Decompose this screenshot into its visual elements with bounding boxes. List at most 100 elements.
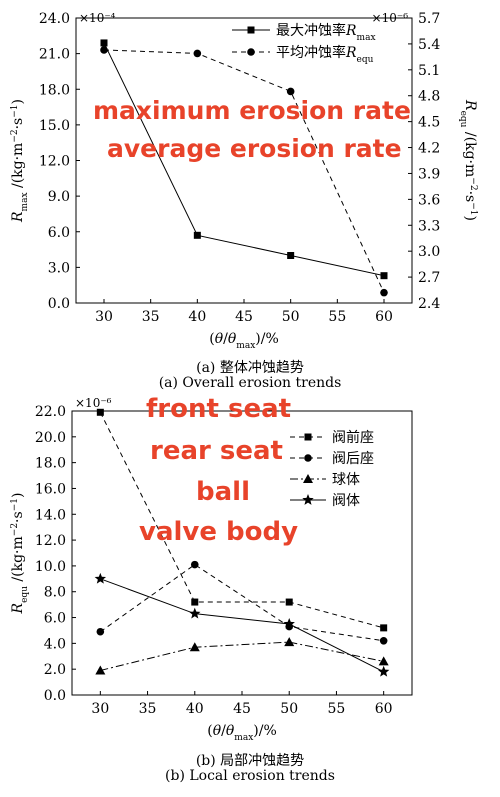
data-point-b-0-0 [96, 408, 104, 416]
yl-multiplier-a: ×10⁻⁴ [79, 11, 116, 25]
legend-label-b-0: 阀前座 [332, 429, 374, 446]
x-tick-label-b-2: 40 [186, 701, 204, 717]
data-point-b-1-0 [96, 627, 105, 636]
x-tick-label-b-5: 55 [328, 701, 346, 717]
x-tick-label-a-2: 40 [188, 309, 206, 325]
x-tick-label-a-3: 45 [235, 309, 253, 325]
yr-tick-label-a-4: 3.6 [418, 192, 440, 208]
yr-tick-label-a-2: 3.0 [418, 244, 440, 260]
legend-marker-b-0 [304, 433, 312, 441]
yr-tick-label-a-9: 5.1 [418, 63, 440, 79]
legend-label-b-1: 阀后座 [332, 451, 374, 467]
overlay-front-seat: front seat [146, 394, 292, 424]
yl-tick-label-a-0: 0.0 [48, 296, 70, 312]
data-point-b-1-1 [190, 560, 199, 569]
yl-tick-label-b-6: 12.0 [35, 533, 66, 549]
caption-b-cn: (b) 局部冲蚀趋势 [195, 753, 305, 769]
data-point-b-3-0 [94, 572, 107, 584]
x-axis-label-b: (θ/θmax)/% [207, 723, 277, 743]
x-tick-label-a-6: 60 [375, 309, 393, 325]
yl-tick-label-b-3: 6.0 [44, 611, 66, 627]
y-axis-label-right-a: Requ /(kg·m−2·s−1) [458, 99, 478, 221]
series-line-b-1 [100, 564, 384, 642]
yr-tick-label-a-1: 2.7 [418, 270, 440, 286]
yl-tick-label-b-5: 10.0 [35, 559, 66, 575]
legend-label-b-2: 球体 [332, 472, 360, 488]
yl-tick-label-b-10: 20.0 [35, 430, 66, 446]
yl-tick-label-a-2: 6.0 [48, 225, 70, 241]
data-point-b-3-2 [283, 618, 295, 629]
data-point-a-1-2 [286, 87, 295, 96]
data-point-b-2-0 [95, 665, 106, 675]
yl-multiplier-b: ×10⁻⁶ [75, 396, 112, 410]
x-tick-label-a-5: 55 [328, 309, 346, 325]
x-axis-label-a: (θ/θmax)/% [209, 331, 279, 351]
legend-marker-b-2 [303, 474, 313, 483]
legend-label-b-3: 阀体 [332, 493, 360, 509]
x-tick-label-a-1: 35 [142, 309, 160, 325]
data-point-b-2-1 [189, 642, 200, 652]
series-line-a-0 [103, 42, 385, 277]
data-point-b-3-1 [189, 607, 201, 619]
data-point-b-1-3 [379, 636, 388, 645]
data-point-b-0-3 [380, 624, 388, 632]
overlay-maximum-erosion-rate: maximum erosion rate [93, 96, 411, 125]
legend-label-a-1: 平均冲蚀率Requ [276, 44, 374, 65]
y-axis-label-b: Requ /(kg·m−2·s−1) [10, 493, 30, 615]
yr-tick-label-a-3: 3.3 [418, 218, 440, 234]
x-tick-label-b-4: 50 [280, 701, 298, 717]
caption-b-en: (b) Local erosion trends [165, 768, 335, 784]
yr-tick-label-a-6: 4.2 [418, 141, 440, 157]
yl-tick-label-b-7: 14.0 [35, 507, 66, 523]
data-point-a-1-1 [193, 49, 202, 58]
data-point-a-1-0 [100, 46, 108, 54]
data-point-b-0-1 [191, 598, 199, 606]
overlay-average-erosion-rate: average erosion rate [107, 134, 402, 163]
x-tick-label-b-0: 30 [91, 701, 109, 717]
yr-tick-label-a-5: 3.9 [418, 166, 440, 182]
caption-a-cn: (a) 整体冲蚀趋势 [196, 360, 304, 376]
yl-tick-label-b-9: 18.0 [35, 456, 66, 472]
yr-tick-label-a-0: 2.4 [418, 296, 440, 312]
data-point-a-0-1 [193, 231, 201, 239]
data-point-a-0-3 [380, 272, 388, 280]
yl-tick-label-b-4: 8.0 [44, 585, 66, 601]
yl-tick-label-a-1: 3.0 [48, 260, 70, 276]
yl-tick-label-a-6: 18.0 [39, 82, 70, 98]
yl-tick-label-a-5: 15.0 [39, 118, 70, 134]
data-point-a-0-2 [287, 252, 295, 259]
yr-tick-label-a-7: 4.5 [418, 115, 440, 131]
legend-marker-a-1 [247, 48, 255, 56]
legend-marker-b-3 [302, 494, 314, 505]
legend-marker-a-0 [247, 26, 255, 34]
series-line-b-3 [100, 578, 384, 673]
x-tick-label-a-4: 50 [282, 309, 300, 325]
x-tick-label-b-6: 60 [375, 701, 393, 717]
series-line-b-0 [99, 412, 384, 629]
yr-tick-label-a-10: 5.4 [418, 37, 440, 53]
overlay-valve-body: valve body [139, 517, 299, 547]
yl-tick-label-b-2: 4.0 [44, 636, 66, 652]
yl-tick-label-b-8: 16.0 [35, 481, 66, 497]
yl-tick-label-a-7: 21.0 [39, 47, 70, 63]
data-point-b-2-3 [378, 656, 389, 666]
series-line-b-2 [100, 641, 384, 671]
overlay-rear-seat: rear seat [150, 436, 283, 466]
yr-tick-label-a-8: 4.8 [418, 89, 440, 105]
overlay-ball: ball [196, 477, 250, 507]
data-point-a-0-0 [100, 39, 108, 47]
yl-tick-label-a-4: 12.0 [39, 154, 70, 170]
yr-multiplier-a: ×10⁻⁶ [372, 11, 409, 25]
yl-tick-label-a-3: 9.0 [48, 189, 70, 205]
series-line-a-1 [103, 49, 385, 293]
y-axis-label-left-a: Rmax /(kg·m−2·s−1) [10, 99, 30, 223]
yl-tick-label-b-0: 0.0 [44, 688, 66, 704]
data-point-b-3-3 [377, 665, 390, 677]
legend-marker-b-1 [304, 454, 312, 462]
yl-tick-label-b-11: 22.0 [35, 404, 66, 420]
yl-tick-label-b-1: 2.0 [44, 662, 66, 678]
yl-tick-label-a-8: 24.0 [39, 11, 70, 27]
legend-label-a-0: 最大冲蚀率Rmax [276, 22, 376, 43]
x-tick-label-b-1: 35 [139, 701, 157, 717]
